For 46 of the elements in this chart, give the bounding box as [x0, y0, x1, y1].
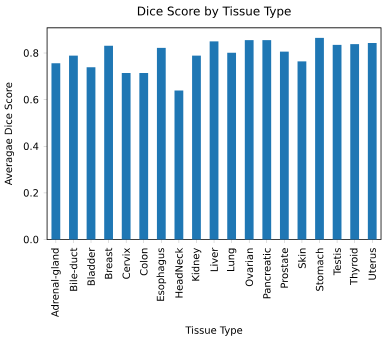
bar	[368, 42, 377, 240]
x-tick-label: Adrenal-gland	[51, 248, 61, 317]
x-tick-label: Cervix	[122, 248, 130, 279]
x-tick-label: Stomach	[316, 248, 324, 291]
y-axis-title: Averagae Dice Score	[4, 82, 14, 186]
y-tick-label: 0.4	[24, 142, 38, 150]
x-tick-label: Lung	[226, 248, 236, 271]
x-tick-label: Bladder	[87, 248, 95, 286]
bar	[227, 52, 236, 240]
x-tick-label: HeadNeck	[175, 248, 183, 298]
bar	[262, 40, 272, 240]
x-tick-label: Liver	[210, 248, 218, 271]
bar	[350, 44, 360, 240]
bar	[210, 41, 218, 240]
x-tick-label: Ovarian	[245, 248, 254, 286]
bar	[280, 52, 289, 240]
bar	[51, 63, 60, 240]
chart-title: Dice Score by Tissue Type	[138, 6, 291, 18]
x-axis-title: Tissue Type	[185, 326, 242, 336]
x-tick-label: Testis	[333, 248, 341, 276]
bar	[298, 61, 306, 240]
bar	[86, 67, 96, 240]
bar	[69, 55, 78, 240]
x-tick-label: Prostate	[280, 248, 288, 288]
bar	[122, 72, 131, 240]
x-tick-label: Kidney	[192, 248, 202, 280]
x-tick-label: Esophagus	[156, 248, 166, 301]
bar	[174, 90, 184, 240]
bar	[244, 40, 254, 240]
y-tick-label: 0.8	[24, 49, 38, 57]
bar	[104, 46, 113, 240]
bar	[192, 55, 201, 240]
x-tick-label: Skin	[298, 248, 306, 268]
bar	[139, 72, 148, 240]
x-tick-label: Colon	[140, 248, 148, 276]
bar	[332, 44, 342, 240]
x-tick-label: Bile-duct	[70, 248, 78, 291]
bar	[315, 38, 324, 240]
x-tick-label: Thyroid	[350, 248, 360, 285]
x-tick-label: Uterus	[368, 248, 376, 280]
y-tick-label: 0.2	[24, 189, 38, 197]
x-tick-label: Breast	[104, 248, 112, 279]
x-tick-label: Pancreatic	[262, 248, 271, 298]
y-tick-label: 0.0	[24, 236, 38, 244]
bar	[156, 48, 166, 240]
y-tick-label: 0.6	[24, 96, 38, 104]
